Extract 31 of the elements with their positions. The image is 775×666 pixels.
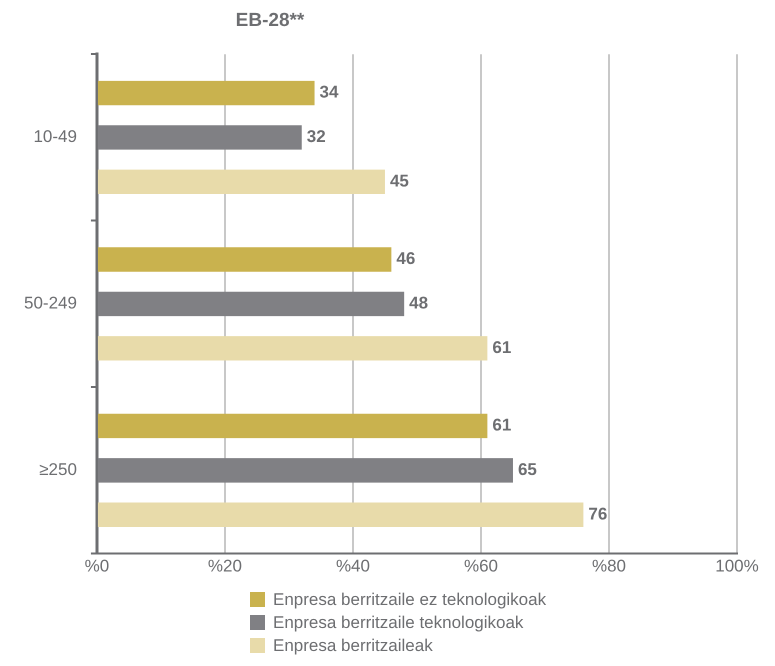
data-label: 48	[409, 294, 428, 313]
y-tick-label: 50-249	[24, 294, 77, 313]
data-label: 65	[518, 460, 537, 480]
legend-label: Enpresa berritzaileak	[272, 634, 434, 656]
legend-label: Enpresa berritzaile teknologikoak	[272, 612, 524, 634]
data-label: 32	[306, 127, 326, 146]
x-tick-label: %20	[208, 556, 242, 576]
chart-title: EB-28**	[234, 10, 306, 32]
bar	[98, 458, 513, 483]
x-tick-label: %80	[592, 556, 626, 576]
data-label: 46	[396, 249, 416, 268]
data-label: 61	[492, 338, 512, 357]
bar	[98, 336, 488, 360]
data-label: 61	[492, 416, 512, 435]
x-tick-label: %0	[84, 556, 110, 576]
bar	[98, 125, 302, 150]
data-label: 34	[320, 82, 340, 102]
y-tick-label: ≥250	[39, 460, 77, 480]
x-tick-label: %40	[336, 556, 370, 576]
x-tick-label: %60	[464, 556, 498, 576]
bar	[98, 247, 392, 272]
legend-label: Enpresa berritzaile ez teknologikoak	[272, 588, 546, 610]
bar	[98, 170, 385, 194]
bar	[98, 502, 584, 527]
x-tick-label: 100%	[715, 556, 759, 576]
data-label: 45	[390, 172, 409, 191]
bar	[98, 292, 404, 316]
y-tick-label: 10-49	[33, 127, 77, 146]
data-label: 76	[588, 504, 608, 524]
bar	[98, 414, 488, 438]
bar	[98, 80, 315, 106]
